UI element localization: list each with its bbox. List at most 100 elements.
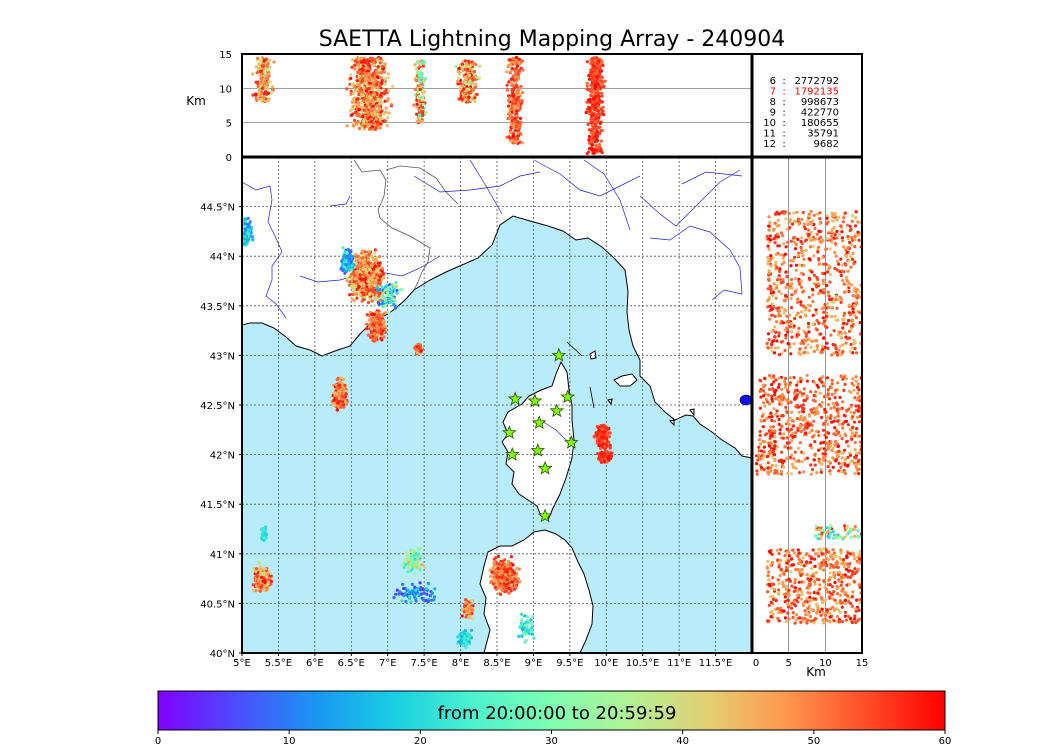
altitude-point bbox=[354, 110, 358, 115]
lightning-point bbox=[414, 347, 418, 352]
altitude-point bbox=[601, 85, 606, 89]
altitude-point bbox=[518, 68, 522, 72]
lightning-point bbox=[505, 589, 509, 593]
station-count-sep: : bbox=[782, 108, 785, 119]
altitude-point bbox=[418, 65, 422, 69]
lightning-point bbox=[406, 588, 410, 592]
lightning-point bbox=[403, 559, 408, 563]
altitude-point bbox=[259, 69, 263, 73]
lightning-point bbox=[397, 592, 401, 596]
altitude-point bbox=[375, 92, 379, 96]
altitude-point bbox=[379, 71, 383, 75]
lightning-point bbox=[257, 580, 261, 584]
lightning-point bbox=[377, 319, 381, 324]
lightning-point bbox=[352, 280, 356, 284]
altitude-point bbox=[414, 78, 418, 82]
lightning-point bbox=[413, 585, 417, 589]
altitude-point bbox=[456, 79, 460, 83]
map-gridlines bbox=[242, 157, 752, 653]
lightning-point bbox=[603, 439, 607, 443]
altitude-point bbox=[590, 59, 595, 63]
altitude-point bbox=[361, 68, 365, 73]
altitude-point bbox=[517, 57, 522, 62]
altitude-point bbox=[516, 99, 521, 103]
altitude-point bbox=[386, 72, 390, 76]
lightning-point bbox=[420, 563, 424, 567]
lightning-point bbox=[510, 579, 514, 584]
lightning-point bbox=[375, 272, 379, 277]
altitude-point bbox=[509, 69, 513, 73]
altitude-point bbox=[592, 74, 597, 78]
lightning-point bbox=[419, 349, 423, 353]
altitude-point bbox=[371, 99, 375, 103]
altitude-point bbox=[602, 113, 606, 117]
altitude-point bbox=[515, 64, 520, 68]
altitude-point bbox=[386, 97, 390, 101]
altitude-point bbox=[509, 130, 513, 135]
lightning-point bbox=[594, 431, 598, 435]
lightning-point bbox=[349, 249, 353, 253]
altitude-point bbox=[463, 81, 467, 85]
lightning-point bbox=[426, 581, 430, 586]
altitude-point bbox=[511, 125, 515, 129]
altitude-point bbox=[513, 72, 518, 76]
lightning-point bbox=[362, 295, 367, 299]
altitude-point bbox=[584, 110, 588, 115]
altitude-point bbox=[517, 75, 521, 79]
altitude-point bbox=[587, 106, 591, 110]
altitude-point bbox=[597, 143, 602, 147]
altitude-point bbox=[386, 116, 390, 120]
altitude-point bbox=[595, 79, 599, 83]
lightning-point bbox=[269, 582, 273, 586]
lightning-point bbox=[338, 389, 342, 393]
station-count-n: 8 bbox=[770, 97, 776, 108]
lightning-point bbox=[422, 591, 426, 595]
lightning-point bbox=[355, 271, 359, 275]
altitude-point bbox=[592, 56, 596, 60]
altitude-point bbox=[267, 72, 271, 76]
altitude-point bbox=[384, 106, 388, 110]
altitude-point bbox=[460, 62, 464, 66]
lightning-point bbox=[354, 259, 358, 263]
lightning-point bbox=[265, 575, 269, 579]
lightning-point bbox=[392, 596, 396, 600]
lightning-point bbox=[362, 261, 367, 265]
lightning-point bbox=[261, 533, 265, 537]
altitude-point bbox=[591, 103, 596, 107]
altitude-point bbox=[258, 88, 262, 92]
lightning-point bbox=[424, 586, 428, 591]
lightning-point bbox=[382, 319, 386, 323]
lightning-point bbox=[375, 256, 379, 260]
lightning-point bbox=[365, 322, 369, 326]
lightning-point bbox=[367, 275, 371, 279]
lightning-point bbox=[401, 582, 405, 586]
lightning-point bbox=[430, 591, 434, 595]
lightning-point bbox=[419, 592, 423, 596]
altitude-point bbox=[595, 130, 599, 134]
altitude-point bbox=[595, 138, 599, 142]
altitude-point bbox=[507, 111, 511, 115]
altitude-point bbox=[591, 88, 595, 92]
lightning-point bbox=[413, 557, 417, 561]
station-count-sep: : bbox=[782, 76, 785, 87]
altitude-point bbox=[518, 124, 522, 128]
lightning-point bbox=[604, 428, 608, 432]
lightning-point bbox=[404, 562, 408, 567]
altitude-point bbox=[266, 91, 270, 95]
lightning-point bbox=[332, 403, 336, 407]
lightning-point bbox=[265, 536, 269, 540]
lightning-point bbox=[375, 324, 379, 328]
lightning-point bbox=[362, 278, 366, 282]
lightning-point bbox=[348, 280, 352, 284]
lightning-point bbox=[373, 264, 377, 268]
altitude-point bbox=[516, 103, 520, 107]
altitude-point bbox=[589, 139, 594, 144]
station-count-sep: : bbox=[782, 97, 785, 108]
station-count-value: 1792135 bbox=[794, 87, 839, 98]
lightning-point bbox=[354, 261, 358, 266]
lightning-point bbox=[381, 329, 385, 333]
altitude-point bbox=[597, 72, 602, 76]
altitude-point bbox=[372, 107, 376, 111]
lightning-point bbox=[369, 335, 373, 339]
altitude-axis-label: Km bbox=[186, 94, 206, 108]
